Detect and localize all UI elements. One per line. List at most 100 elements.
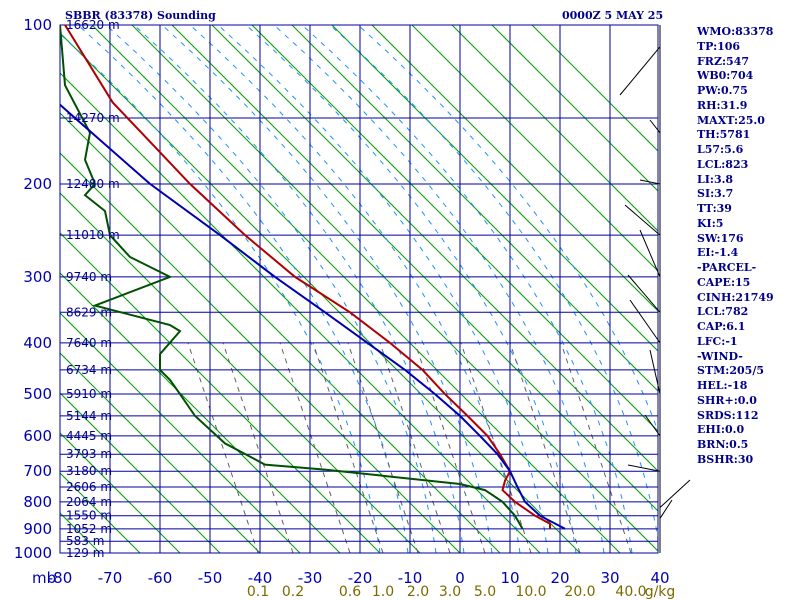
pressure-label: 800	[23, 493, 52, 511]
index-item: WB0:704	[697, 69, 754, 83]
height-label: 8629 m	[66, 305, 112, 319]
mixing-ratio-line	[560, 342, 632, 553]
index-item: WMO:83378	[697, 25, 774, 38]
mixing-ratio-line	[414, 342, 486, 553]
index-item: RH:31.9	[697, 98, 748, 112]
wind-barb	[659, 479, 691, 508]
mixing-ratio-line	[347, 342, 419, 553]
mixing-ratio-labels: 0.1 0.2 0.6 1.0 2.0 3.0 5.0 10.0 20.0 40.0g/kg	[247, 584, 675, 600]
temperature-label: -20	[348, 569, 373, 587]
height-label: 11010 m	[66, 228, 120, 242]
height-label: 7640 m	[66, 336, 112, 350]
moist-adiabat-line	[217, 25, 549, 553]
mixing-ratio-label: 40.0	[615, 584, 646, 600]
height-label: 4445 m	[66, 429, 112, 443]
index-item: SI:3.7	[697, 187, 734, 201]
index-item: CINH:21749	[697, 290, 774, 304]
dewpoint-trace	[60, 25, 524, 530]
temperature-label: -80	[48, 569, 73, 587]
dry-adiabat-line	[60, 72, 541, 553]
index-item: FRZ:547	[697, 54, 750, 68]
index-item: MAXT:25.0	[697, 113, 765, 127]
chart-title: SBBR (83378) Sounding	[65, 9, 216, 22]
height-labels: 16620 m 14270 m 12480 m 11010 m 9740 m 8629 m…	[66, 18, 120, 560]
pressure-label: 900	[23, 520, 52, 538]
index-item: SW:176	[697, 231, 744, 245]
index-item: LFC:-1	[697, 334, 738, 348]
height-label: 2606 m	[66, 480, 112, 494]
mixing-ratio-label: 10.0	[515, 584, 546, 600]
height-label: 3180 m	[66, 464, 112, 478]
index-item: LCL:823	[697, 157, 749, 171]
dry-adiabat-line	[60, 272, 341, 553]
dry-adiabat-line	[60, 32, 581, 553]
mixing-ratio-line	[509, 342, 581, 553]
index-item: SRDS:112	[697, 408, 759, 422]
dry-adiabats	[60, 25, 658, 553]
parcel-trace	[60, 103, 566, 530]
temperature-label: -30	[298, 569, 323, 587]
moist-adiabat-line	[329, 25, 658, 544]
wind-barb	[627, 274, 661, 313]
wind-barbs	[619, 25, 691, 553]
index-item: LCL:782	[697, 305, 749, 319]
dry-adiabat-line	[60, 352, 261, 553]
mixing-ratio-label: 2.0	[407, 584, 429, 600]
mixing-ratio-line	[312, 342, 384, 553]
plot-frame	[59, 24, 659, 554]
mixing-ratio-label: 0.1	[247, 584, 269, 600]
dry-adiabat-line	[60, 312, 301, 553]
stability-indices-list: WMO:83378 TP:106 FRZ:547 WB0:704 PW:0.75 RH:3…	[697, 25, 774, 468]
moist-adiabat-line	[133, 25, 465, 553]
pressure-label: 500	[23, 385, 52, 403]
height-label: 6734 m	[66, 363, 112, 377]
wind-barb	[629, 299, 661, 344]
mixing-ratio-line	[379, 342, 451, 553]
mixing-ratio-label: 1.0	[372, 584, 394, 600]
dry-adiabat-line	[60, 432, 181, 553]
index-item: -WIND-	[697, 349, 743, 363]
moist-adiabat-line	[245, 25, 577, 553]
moist-adiabat-line	[357, 25, 658, 434]
dry-adiabat-line	[60, 112, 501, 553]
dry-adiabat-line	[211, 25, 658, 472]
pressure-unit-label: mb	[32, 569, 56, 587]
index-item: STM:205/5	[697, 364, 764, 378]
mixing-ratio-line	[279, 342, 351, 553]
mixing-ratio-label: g/kg	[645, 584, 676, 600]
mixing-ratio-label: 3.0	[439, 584, 461, 600]
dry-adiabat-line	[171, 25, 658, 512]
pressure-label: 700	[23, 462, 52, 480]
height-label: 16620 m	[66, 18, 120, 32]
pressure-label: 400	[23, 334, 52, 352]
index-item: KI:5	[697, 216, 724, 230]
dry-adiabat-line	[451, 25, 658, 232]
temperature-axis-labels: -80 -70 -60 -50 -40 -30 -20 -10 0 10 20 30 40 mb	[32, 569, 670, 587]
index-item: TT:39	[697, 202, 732, 215]
mixing-ratio-label: 0.2	[282, 584, 304, 600]
dry-adiabat-line	[491, 25, 658, 192]
index-item: TH:5781	[697, 128, 751, 142]
index-item: PW:0.75	[697, 84, 748, 97]
height-label: 12480 m	[66, 177, 120, 191]
dry-adiabat-line	[131, 25, 658, 552]
index-item: TP:106	[697, 39, 741, 53]
moist-adiabat-line	[301, 25, 633, 553]
index-item: -PARCEL-	[697, 261, 757, 274]
height-label: 5144 m	[66, 409, 112, 423]
dry-adiabat-line	[60, 232, 381, 553]
height-label: 129 m	[66, 546, 104, 560]
mixing-ratio-label: 0.6	[339, 584, 361, 600]
temperature-label: -40	[248, 569, 273, 587]
dry-adiabat-line	[60, 152, 461, 553]
wind-barb	[649, 119, 661, 134]
temperature-trace	[64, 25, 551, 529]
height-label: 2064 m	[66, 495, 112, 509]
mixing-ratio-line	[187, 342, 259, 553]
wind-barb	[627, 464, 661, 472]
wind-barb	[624, 204, 661, 236]
height-label: 1550 m	[66, 509, 112, 523]
wind-barb	[659, 499, 673, 519]
pressure-axis-labels: 100 200 300 400 500 600 700 800 900 1000	[14, 16, 52, 562]
timestamp: 0000Z 5 MAY 25	[562, 9, 664, 22]
